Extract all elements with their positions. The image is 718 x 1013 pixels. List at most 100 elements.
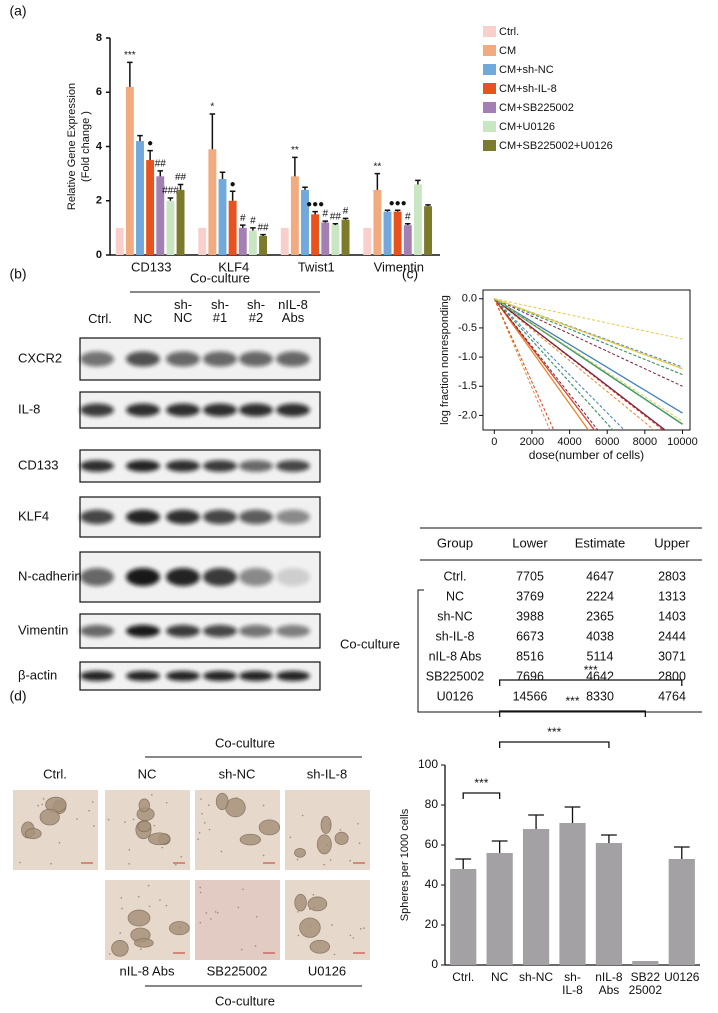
table-cell: 7705	[516, 569, 544, 583]
debris	[349, 934, 352, 937]
y-tick-label: -2.0	[458, 409, 477, 421]
bar	[115, 227, 124, 255]
debris	[297, 934, 300, 937]
error-bar	[564, 806, 581, 823]
micrograph-label: nIL-8 Abs	[120, 963, 175, 978]
debris	[197, 838, 199, 840]
sphere	[168, 921, 190, 936]
y-tick-label: 100	[418, 757, 438, 771]
significance-label: ***	[565, 694, 579, 708]
debris	[237, 906, 240, 909]
debris	[58, 841, 61, 844]
fit-line	[493, 298, 590, 430]
bar	[424, 206, 432, 255]
table-cell: 4038	[586, 629, 614, 643]
table-cell: 8516	[516, 649, 544, 663]
y-tick-label: 0.0	[462, 293, 477, 305]
significance-mark: #	[240, 213, 246, 224]
debris	[296, 911, 299, 913]
table-cell: 4647	[586, 569, 614, 583]
debris	[289, 836, 292, 839]
sphere	[225, 797, 246, 818]
blot-band	[166, 460, 200, 472]
debris	[91, 801, 94, 803]
significance-mark: ●	[147, 138, 153, 149]
bar	[595, 843, 623, 965]
sphere	[294, 893, 307, 912]
x-tick-label: SB22 25002	[628, 970, 663, 997]
fit-line	[493, 298, 614, 430]
legend-swatch	[483, 45, 496, 56]
significance-mark: #	[405, 211, 411, 222]
debris	[198, 831, 201, 834]
debris	[240, 948, 243, 951]
table-cell: 4764	[658, 689, 686, 703]
fit-line	[493, 298, 655, 430]
blot-band	[276, 670, 310, 682]
micrograph-label: sh-NC	[219, 766, 256, 781]
blot-band	[80, 460, 114, 472]
sphere	[307, 896, 328, 912]
debris	[121, 907, 123, 910]
x-tick-label: 0	[491, 436, 497, 448]
significance-bracket	[498, 679, 683, 686]
debris	[201, 812, 203, 815]
debris	[333, 953, 336, 956]
blot-band	[166, 351, 200, 367]
blot-band	[239, 460, 273, 472]
debris	[262, 804, 265, 807]
significance-mark: #	[343, 206, 349, 217]
x-tick-label: CD133	[131, 259, 171, 274]
sphere	[294, 848, 306, 858]
blot-band	[126, 351, 160, 367]
panel-label: (b)	[9, 266, 26, 282]
blot-band	[203, 460, 237, 472]
error-bar	[342, 217, 349, 220]
y-tick-label: -1.5	[458, 380, 477, 392]
blot-band	[239, 624, 273, 638]
significance-mark: **	[291, 145, 299, 156]
significance-mark: **	[373, 161, 381, 172]
y-tick-label: 20	[425, 917, 439, 931]
fit-line	[494, 298, 683, 368]
debris	[363, 927, 365, 929]
debris	[33, 832, 36, 835]
blot-row-label: Vimentin	[18, 622, 68, 637]
bar	[238, 227, 247, 255]
table-cell: nIL-8 Abs	[429, 649, 482, 663]
table-cell: 2444	[658, 629, 686, 643]
blot-band	[80, 624, 114, 638]
fit-line	[494, 298, 683, 422]
debris	[235, 796, 238, 799]
group-bracket	[417, 589, 424, 713]
bar	[125, 86, 134, 255]
debris	[19, 861, 21, 864]
group-label: Co-culture	[215, 735, 275, 750]
fit-line	[493, 298, 599, 430]
sphere	[127, 909, 151, 927]
error-bar	[322, 220, 329, 223]
blot-band	[80, 403, 114, 417]
y-axis-label: log fraction nonresponding	[439, 295, 451, 425]
bar	[668, 859, 695, 965]
y-tick-label: 6	[96, 86, 102, 98]
blot-band	[166, 568, 200, 586]
blot-band	[126, 460, 160, 472]
bar	[301, 189, 309, 255]
panel-label: (d)	[9, 688, 26, 704]
blot-band	[126, 624, 160, 638]
debris	[225, 809, 227, 811]
sphere	[24, 828, 42, 840]
debris	[323, 863, 326, 866]
bar	[311, 214, 320, 255]
debris	[107, 818, 110, 821]
blot-band	[80, 568, 114, 586]
debris	[88, 809, 90, 812]
bar	[228, 200, 237, 255]
bar	[321, 222, 330, 255]
error-bar	[292, 156, 298, 177]
debris	[309, 908, 311, 910]
lane-label: sh- #2	[246, 297, 266, 325]
bar	[331, 225, 340, 255]
bar	[208, 149, 217, 255]
